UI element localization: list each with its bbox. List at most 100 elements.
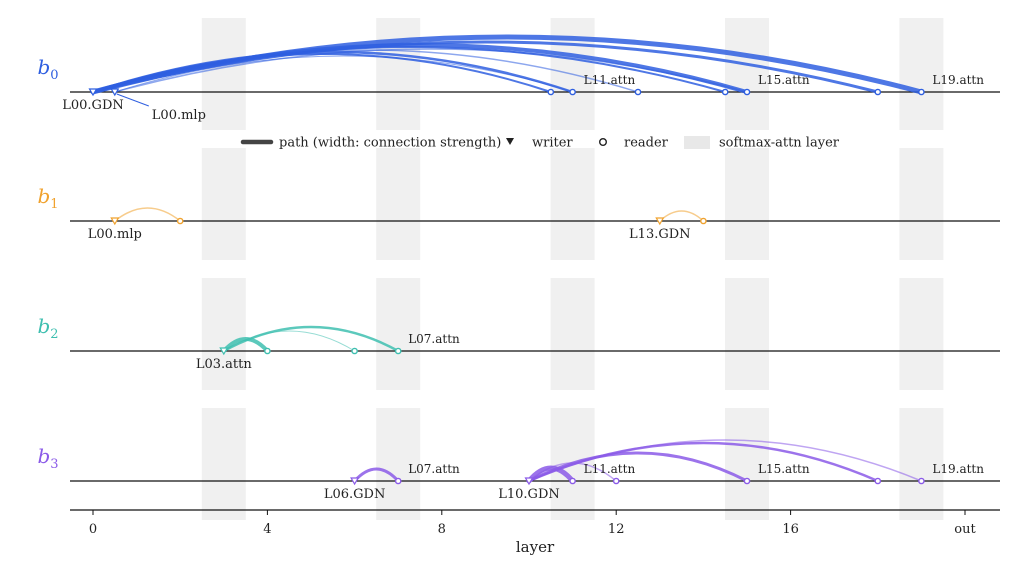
reader-marker xyxy=(634,88,642,96)
node-label: L07.attn xyxy=(408,332,460,346)
x-tick-label: 8 xyxy=(438,522,446,537)
stream-name: b3 xyxy=(37,444,58,472)
softmax-band xyxy=(725,278,769,390)
stream-name: b0 xyxy=(37,55,58,83)
writer-marker xyxy=(88,88,98,97)
softmax-band xyxy=(899,408,944,520)
softmax-band xyxy=(201,278,246,390)
legend-reader-label: reader xyxy=(624,136,669,151)
softmax-band xyxy=(899,18,944,130)
reader-marker xyxy=(612,477,620,485)
x-tick-label: 16 xyxy=(782,522,799,537)
node-label: L10.GDN xyxy=(498,487,560,502)
x-tick-label: out xyxy=(954,522,976,537)
softmax-layer-bands xyxy=(201,18,944,520)
x-tick-label: 12 xyxy=(608,522,625,537)
node-label: L07.attn xyxy=(408,462,460,476)
writer-marker xyxy=(219,347,229,356)
reader-marker xyxy=(547,88,555,96)
softmax-band xyxy=(376,18,421,130)
writer-marker xyxy=(110,88,120,97)
path-arc xyxy=(114,207,181,222)
node-label: L00.GDN xyxy=(62,98,124,113)
reader-marker xyxy=(394,347,402,355)
reader-marker xyxy=(743,477,751,485)
softmax-band xyxy=(899,148,944,260)
stream-name-subscript: 1 xyxy=(50,197,58,212)
stream-row-b0: b0 L00.GDN L00.mlp L11.attn L15.attn L19.attn xyxy=(37,34,1000,123)
stream-row-b2: b2 L03.attn L07.attn xyxy=(37,314,1000,372)
softmax-band xyxy=(725,18,769,130)
legend-softmax-label: softmax-attn layer xyxy=(719,136,840,151)
path-arc xyxy=(91,40,880,94)
legend-softmax-swatch xyxy=(684,136,710,149)
node-label: L11.attn xyxy=(584,73,636,87)
reader-marker xyxy=(176,217,184,225)
softmax-band xyxy=(376,278,421,390)
legend: path (width: connection strength) writer r… xyxy=(240,136,840,151)
label-leader xyxy=(116,93,149,107)
softmax-band xyxy=(725,148,769,260)
stream-name-subscript: 3 xyxy=(50,457,58,472)
softmax-band xyxy=(550,148,595,260)
stream-row-b1: b1 L00.mlp L13.GDN xyxy=(37,184,1000,242)
path-arc xyxy=(659,210,705,222)
softmax-band xyxy=(725,408,769,520)
reader-marker xyxy=(569,477,576,485)
reader-marker xyxy=(918,477,925,485)
x-axis-title: layer xyxy=(516,538,555,556)
writer-marker xyxy=(655,217,665,226)
legend-writer-marker xyxy=(506,138,514,145)
stream-name-base: b xyxy=(37,314,50,338)
writer-marker xyxy=(524,477,534,486)
stream-name-base: b xyxy=(37,444,50,468)
path-arc xyxy=(114,55,574,93)
path-arc xyxy=(92,49,639,93)
legend-reader-marker xyxy=(599,137,608,146)
reader-marker xyxy=(743,88,751,96)
node-label: L13.GDN xyxy=(629,227,691,242)
writer-marker xyxy=(350,477,360,486)
stream-name: b2 xyxy=(37,314,58,342)
path-arc xyxy=(528,439,923,482)
reader-marker xyxy=(874,88,882,96)
reader-marker xyxy=(918,88,925,96)
reader-marker xyxy=(721,88,729,96)
stream-row-b3: b3 L06.GDN L07.attn L10.GDN L11.attn L15.attn… xyxy=(37,439,1000,502)
reader-marker xyxy=(874,477,882,485)
softmax-band xyxy=(201,18,246,130)
node-label: L00.mlp xyxy=(88,227,142,242)
node-label: L19.attn xyxy=(932,73,984,87)
path-arc xyxy=(222,325,400,353)
softmax-band xyxy=(376,408,421,520)
node-label: L15.attn xyxy=(758,73,810,87)
path-arc xyxy=(114,48,748,93)
writer-marker xyxy=(110,217,120,226)
x-tick-label: 4 xyxy=(263,522,271,537)
legend-writer-label: writer xyxy=(532,136,573,151)
reader-marker xyxy=(264,347,271,355)
reader-marker xyxy=(569,88,576,96)
node-label: L19.attn xyxy=(932,462,984,476)
softmax-band xyxy=(550,278,595,390)
stream-name-base: b xyxy=(37,184,50,208)
legend-path-label: path (width: connection strength) xyxy=(279,136,501,151)
stream-name-base: b xyxy=(37,55,50,79)
node-label: L15.attn xyxy=(758,462,810,476)
path-arc xyxy=(92,46,727,93)
reader-marker xyxy=(351,347,358,355)
softmax-band xyxy=(201,148,246,260)
stream-name-subscript: 0 xyxy=(50,68,58,83)
softmax-band xyxy=(201,408,246,520)
x-tick-label: 0 xyxy=(89,522,97,537)
stream-name-subscript: 2 xyxy=(50,327,58,342)
node-label: L03.attn xyxy=(196,357,253,372)
node-label: L06.GDN xyxy=(324,487,386,502)
node-label: L11.attn xyxy=(584,462,636,476)
stream-name: b1 xyxy=(37,184,58,212)
softmax-band xyxy=(376,148,421,260)
x-axis: 0 4 8 12 16 out layer xyxy=(70,509,1000,556)
reader-marker xyxy=(394,477,402,485)
reader-marker xyxy=(700,217,707,225)
